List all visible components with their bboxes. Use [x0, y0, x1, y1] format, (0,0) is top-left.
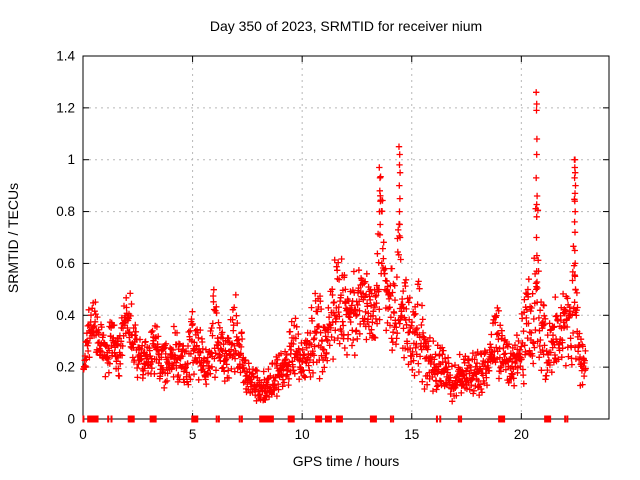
y-tick-label: 1: [67, 152, 75, 167]
zero-flag-tick-marker: [566, 415, 569, 423]
zero-flag-square-marker: [335, 415, 343, 423]
zero-flag-tick-marker: [392, 415, 395, 423]
chart-title: Day 350 of 2023, SRMTID for receiver niu…: [209, 18, 483, 34]
zero-flag-square-marker: [127, 415, 135, 423]
zero-flag-tick-marker: [439, 415, 442, 423]
x-tick-label: 5: [189, 427, 197, 442]
zero-flag-tick-marker: [240, 415, 243, 423]
zero-flag-square-marker: [149, 415, 157, 423]
x-axis-label: GPS time / hours: [292, 453, 400, 469]
zero-flag-square-marker: [259, 415, 267, 423]
zero-flag-square-marker: [287, 415, 295, 423]
zero-flag-square-marker: [266, 415, 274, 423]
zero-flag-tick-marker: [82, 415, 85, 423]
zero-flag-tick-marker: [217, 415, 220, 423]
zero-flag-square-marker: [315, 415, 323, 423]
zero-flag-tick-marker: [460, 415, 463, 423]
zero-flag-square-marker: [91, 415, 99, 423]
zero-flag-tick-marker: [389, 415, 392, 423]
zero-flag-square-marker: [369, 415, 377, 423]
zero-flag-square-marker: [324, 415, 332, 423]
y-tick-label: 0.8: [56, 204, 75, 219]
x-tick-label: 20: [514, 427, 529, 442]
zero-flag-tick-marker: [238, 415, 241, 423]
zero-flag-tick-marker: [215, 415, 218, 423]
zero-flag-square-marker: [544, 415, 552, 423]
y-axis-label: SRMTID / TECUs: [5, 182, 21, 294]
zero-flag-tick-marker: [110, 415, 113, 423]
y-tick-label: 0: [67, 412, 75, 427]
zero-flag-square-marker: [87, 415, 95, 423]
y-tick-label: 0.2: [56, 360, 75, 375]
x-tick-label: 0: [79, 427, 87, 442]
x-tick-label: 15: [404, 427, 419, 442]
y-tick-label: 1.4: [56, 49, 75, 64]
y-tick-label: 0.6: [56, 256, 75, 271]
zero-flag-tick-marker: [107, 415, 110, 423]
plot-border: [82, 55, 610, 420]
y-tick-label: 0.4: [56, 308, 75, 323]
data-points-plus-markers: [80, 89, 589, 405]
zero-flag-square-marker: [498, 415, 506, 423]
zero-flag-tick-marker: [564, 415, 567, 423]
y-tick-label: 1.2: [56, 100, 75, 115]
zero-flag-square-marker: [191, 415, 199, 423]
zero-flag-tick-marker: [457, 415, 460, 423]
zero-flag-tick-marker: [435, 415, 438, 423]
x-tick-label: 10: [295, 427, 310, 442]
